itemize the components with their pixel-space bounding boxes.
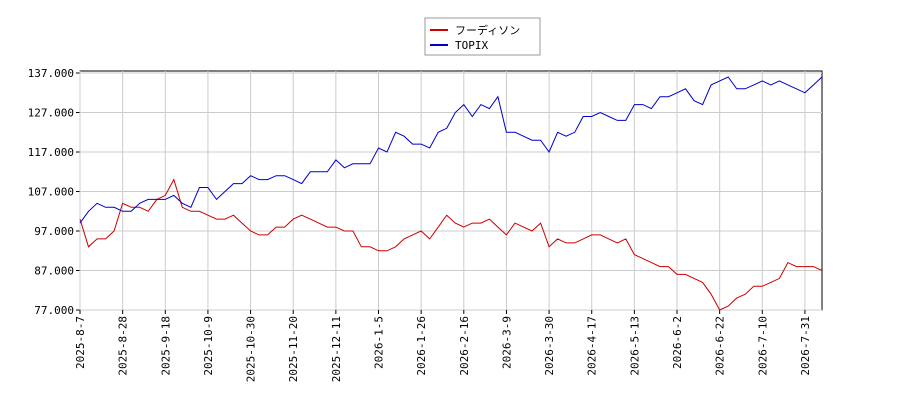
x-tick-label: 2025-12-11 — [330, 316, 343, 382]
x-tick-label: 2026-2-16 — [458, 316, 471, 376]
y-tick-label: 97.000 — [34, 225, 74, 238]
x-tick-label: 2026-7-31 — [799, 316, 812, 376]
x-tick-label: 2025-8-28 — [117, 316, 130, 376]
y-tick-label: 137.000 — [28, 67, 74, 80]
x-tick-label: 2026-6-22 — [714, 316, 727, 376]
x-tick-label: 2026-6-2 — [671, 316, 684, 369]
plot-area — [79, 70, 823, 311]
legend-box — [424, 17, 541, 56]
y-tick-label: 117.000 — [28, 146, 74, 159]
y-tick-label: 127.000 — [28, 107, 74, 120]
legend-label: TOPIX — [455, 39, 488, 52]
x-tick-label: 2026-5-13 — [628, 316, 641, 376]
x-tick-label: 2026-1-5 — [373, 316, 386, 369]
series-line — [79, 76, 823, 224]
legend-label: フーディソン — [455, 23, 520, 37]
x-tick-label: 2025-10-9 — [202, 316, 215, 376]
x-tick-label: 2025-8-7 — [74, 316, 87, 369]
x-tick-label: 2025-9-18 — [159, 316, 172, 376]
x-tick-label: 2026-3-30 — [543, 316, 556, 376]
x-tick-label: 2025-10-30 — [245, 316, 258, 382]
y-tick-label: 87.000 — [34, 265, 74, 278]
y-tick-label: 107.000 — [28, 186, 74, 199]
x-tick-label: 2026-1-26 — [415, 316, 428, 376]
x-tick-label: 2026-3-9 — [500, 316, 513, 369]
series-line — [79, 178, 823, 311]
x-tick-label: 2026-4-17 — [586, 316, 599, 376]
y-tick-label: 77.000 — [34, 304, 74, 317]
x-tick-label: 2026-7-10 — [756, 316, 769, 376]
x-tick-label: 2025-11-20 — [287, 316, 300, 382]
